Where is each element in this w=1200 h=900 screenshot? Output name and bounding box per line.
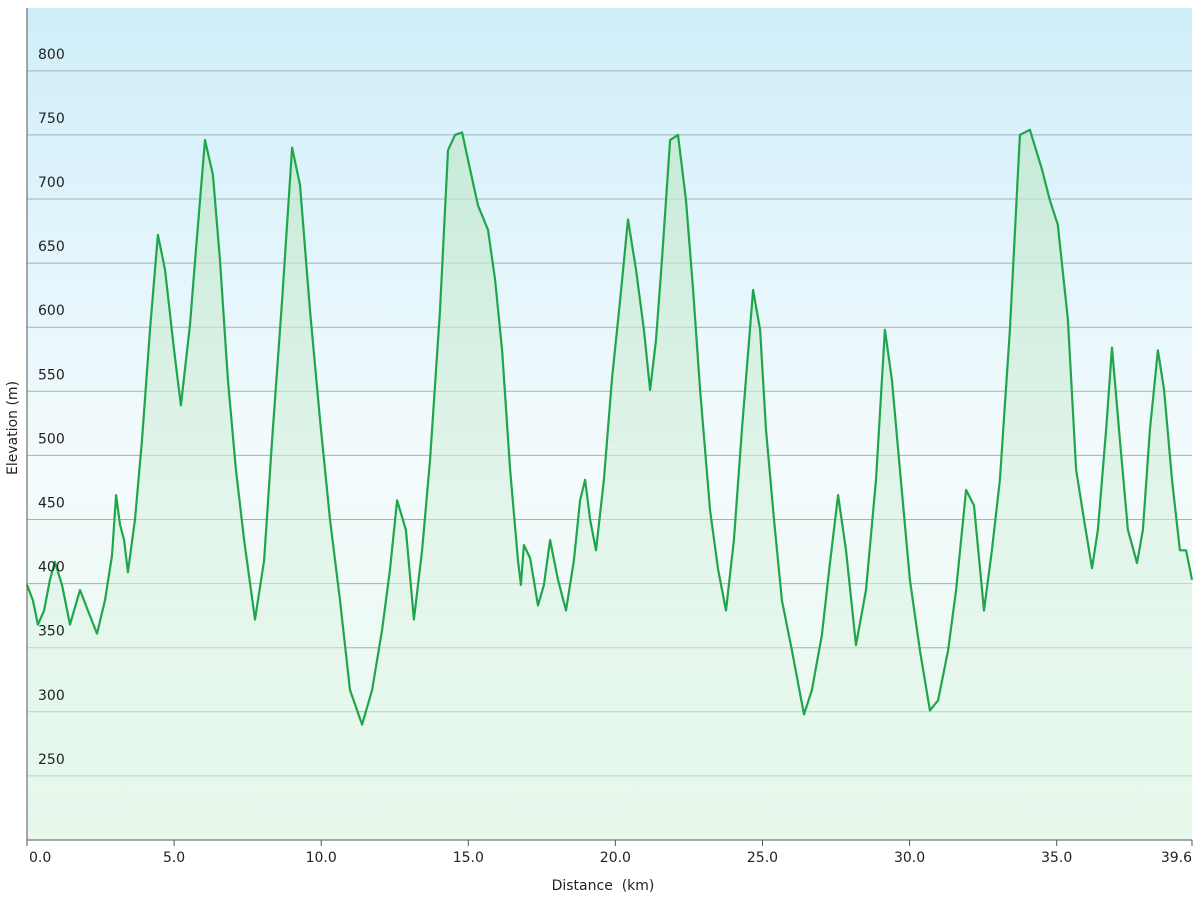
- x-tick-label: 39.6: [1161, 850, 1192, 866]
- x-tick-label: 15.0: [453, 850, 484, 866]
- y-tick-label: 500: [38, 431, 65, 447]
- x-tick-label: 5.0: [163, 850, 185, 866]
- x-tick-label: 0.0: [29, 850, 51, 866]
- y-tick-label: 750: [38, 111, 65, 127]
- y-tick-label: 600: [38, 303, 65, 319]
- y-tick-label: 350: [38, 624, 65, 640]
- y-tick-label: 450: [38, 496, 65, 512]
- y-tick-label: 650: [38, 239, 65, 255]
- x-tick-label: 20.0: [600, 850, 631, 866]
- elevation-line: [25, 128, 1194, 726]
- y-tick-label: 250: [38, 752, 65, 768]
- x-tick-label: 30.0: [894, 850, 925, 866]
- x-tick-label: 35.0: [1041, 850, 1072, 866]
- y-axis-label: Elevation (m): [5, 381, 21, 475]
- y-tick-label: 550: [38, 367, 65, 383]
- elevation-area: [27, 129, 1192, 841]
- y-tick-label: 700: [38, 175, 65, 191]
- y-tick-label: 300: [38, 688, 65, 704]
- y-tick-label: 800: [38, 47, 65, 63]
- x-tick-label: 10.0: [306, 850, 337, 866]
- x-axis-label: Distance (km): [552, 878, 655, 894]
- x-tick-label: 25.0: [747, 850, 778, 866]
- y-tick-label: 400: [38, 560, 65, 576]
